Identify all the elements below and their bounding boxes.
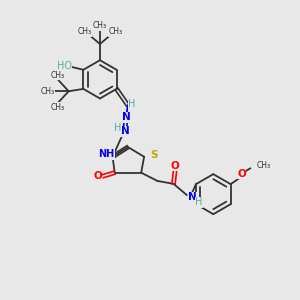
- Text: O: O: [237, 169, 246, 178]
- Text: H: H: [114, 123, 121, 134]
- Text: H: H: [128, 99, 136, 109]
- Text: CH₃: CH₃: [78, 27, 92, 36]
- Text: CH₃: CH₃: [40, 87, 55, 96]
- Text: CH₃: CH₃: [50, 103, 64, 112]
- Text: S: S: [150, 150, 158, 160]
- Text: HO: HO: [57, 61, 72, 71]
- Text: NH: NH: [98, 149, 114, 159]
- Text: O: O: [93, 171, 102, 181]
- Text: N: N: [188, 192, 197, 202]
- Text: H: H: [195, 197, 202, 207]
- Text: CH₃: CH₃: [256, 161, 270, 170]
- Text: CH₃: CH₃: [93, 21, 107, 30]
- Text: N: N: [122, 112, 130, 122]
- Text: CH₃: CH₃: [108, 27, 122, 36]
- Text: O: O: [171, 160, 179, 171]
- Text: CH₃: CH₃: [50, 71, 64, 80]
- Text: N: N: [121, 126, 130, 136]
